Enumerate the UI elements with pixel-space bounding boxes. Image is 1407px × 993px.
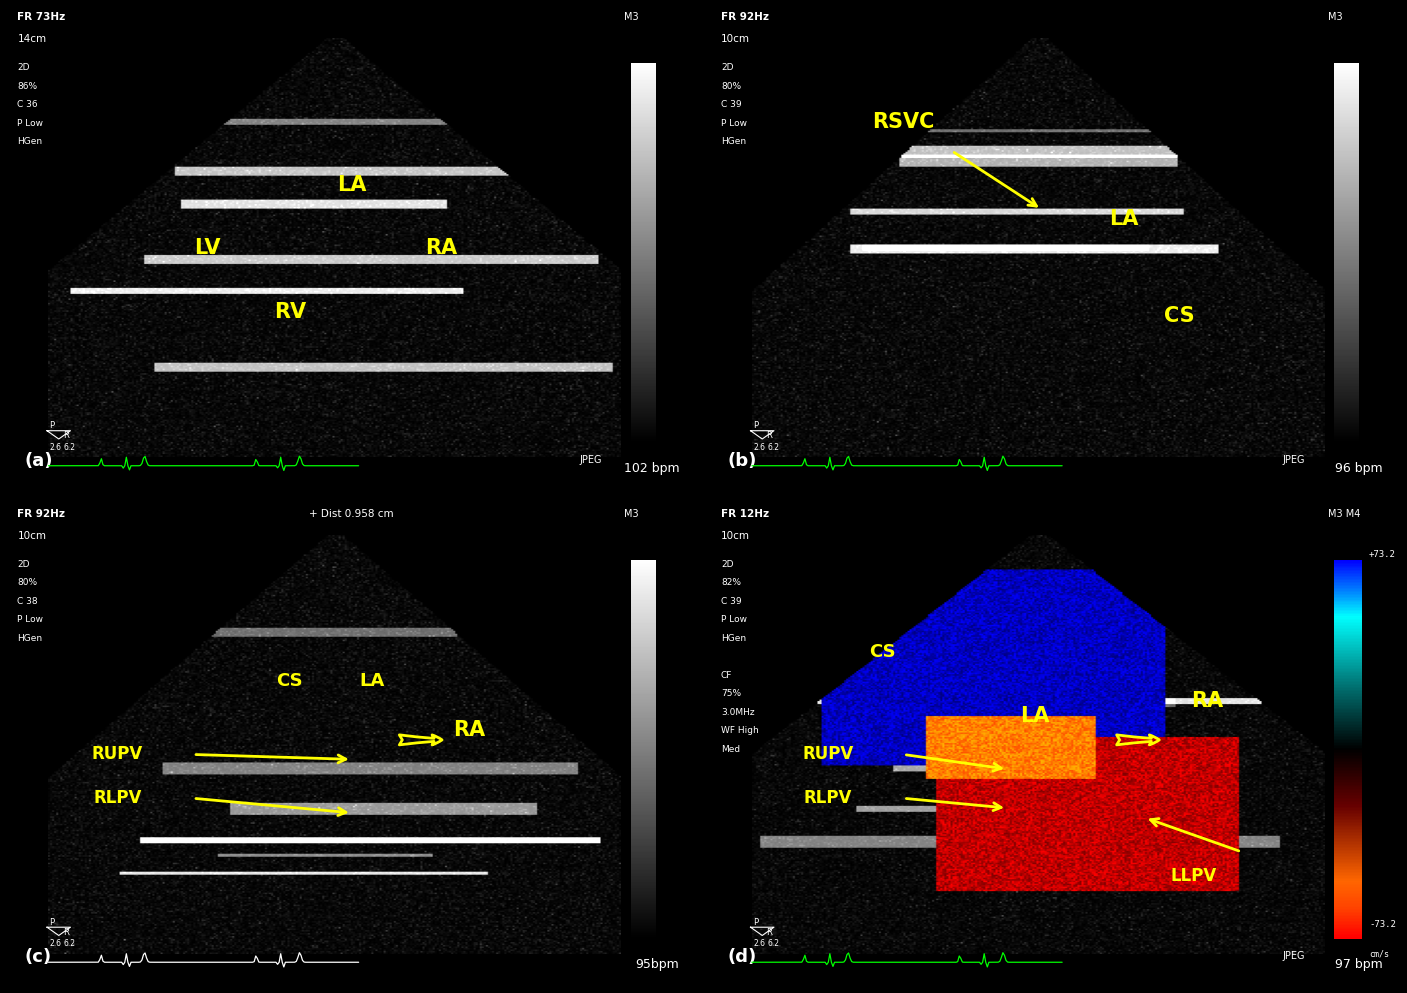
Text: HGen: HGen (720, 137, 746, 146)
Text: LA: LA (338, 175, 366, 195)
Text: M3: M3 (1328, 12, 1342, 22)
Text: 95bpm: 95bpm (636, 958, 680, 971)
Text: FR 73Hz: FR 73Hz (17, 12, 66, 22)
Text: 80%: 80% (17, 578, 38, 587)
Text: -73.2: -73.2 (1369, 920, 1396, 928)
Text: M3: M3 (625, 12, 639, 22)
Text: 2D: 2D (17, 64, 30, 72)
Text: 80%: 80% (720, 81, 741, 90)
Text: (b): (b) (727, 452, 757, 470)
Text: M3 M4: M3 M4 (1328, 508, 1361, 518)
Text: RUPV: RUPV (802, 746, 854, 764)
Text: RLPV: RLPV (803, 789, 851, 807)
Text: C 38: C 38 (17, 597, 38, 606)
Text: HGen: HGen (17, 634, 42, 642)
Text: C 39: C 39 (720, 100, 741, 109)
Text: 86%: 86% (17, 81, 38, 90)
Text: 2.6: 2.6 (49, 443, 62, 452)
Text: (a): (a) (24, 452, 53, 470)
Text: FR 92Hz: FR 92Hz (720, 12, 768, 22)
Text: 102 bpm: 102 bpm (623, 462, 680, 475)
Text: CS: CS (1164, 307, 1195, 327)
Text: WF High: WF High (720, 726, 758, 735)
Text: RV: RV (273, 302, 305, 322)
Text: LV: LV (194, 238, 221, 258)
Text: 2D: 2D (720, 560, 733, 569)
Text: P: P (49, 918, 55, 926)
Text: P: P (49, 421, 55, 430)
Text: 10cm: 10cm (720, 530, 750, 540)
Text: 75%: 75% (720, 689, 741, 698)
Text: LA: LA (360, 672, 386, 690)
Text: CS: CS (276, 672, 303, 690)
Text: 2.6: 2.6 (49, 939, 62, 948)
Text: P Low: P Low (720, 119, 747, 128)
Text: JPEG: JPEG (1283, 455, 1306, 465)
Text: R: R (767, 431, 772, 440)
Text: P Low: P Low (17, 616, 44, 625)
Text: 3.0MHz: 3.0MHz (720, 708, 754, 717)
Text: CF: CF (720, 671, 732, 680)
Text: P Low: P Low (17, 119, 44, 128)
Text: R: R (63, 431, 69, 440)
Text: LA: LA (1110, 210, 1138, 229)
Text: 6.2: 6.2 (63, 939, 76, 948)
Text: JPEG: JPEG (580, 455, 602, 465)
Text: C 39: C 39 (720, 597, 741, 606)
Text: P: P (753, 918, 758, 926)
Text: 96 bpm: 96 bpm (1335, 462, 1383, 475)
Text: R: R (63, 927, 69, 936)
Text: 14cm: 14cm (17, 34, 46, 44)
Text: C 36: C 36 (17, 100, 38, 109)
Text: RUPV: RUPV (91, 746, 144, 764)
Text: + Dist 0.958 cm: + Dist 0.958 cm (310, 508, 394, 518)
Text: (d): (d) (727, 948, 757, 966)
Text: 2D: 2D (17, 560, 30, 569)
Text: JPEG: JPEG (1283, 951, 1306, 961)
Text: RA: RA (1190, 691, 1223, 711)
Text: RA: RA (453, 720, 485, 740)
Text: RLPV: RLPV (93, 789, 142, 807)
Text: 10cm: 10cm (720, 34, 750, 44)
Text: P: P (753, 421, 758, 430)
Text: 2D: 2D (720, 64, 733, 72)
Text: 82%: 82% (720, 578, 741, 587)
Text: CS: CS (870, 643, 896, 661)
Text: HGen: HGen (17, 137, 42, 146)
Text: 6.2: 6.2 (63, 443, 76, 452)
Text: M3: M3 (625, 508, 639, 518)
Text: Med: Med (720, 745, 740, 754)
Text: cm/s: cm/s (1369, 949, 1389, 958)
Text: RSVC: RSVC (872, 112, 934, 132)
Text: 6.2: 6.2 (767, 939, 779, 948)
Text: HGen: HGen (720, 634, 746, 642)
Text: 2.6: 2.6 (753, 939, 765, 948)
Text: (c): (c) (24, 948, 52, 966)
Text: LA: LA (1020, 706, 1050, 726)
Text: P Low: P Low (720, 616, 747, 625)
Text: +73.2: +73.2 (1369, 550, 1396, 559)
Text: 6.2: 6.2 (767, 443, 779, 452)
Text: 10cm: 10cm (17, 530, 46, 540)
Text: 2.6: 2.6 (753, 443, 765, 452)
Text: 97 bpm: 97 bpm (1335, 958, 1383, 971)
Text: FR 12Hz: FR 12Hz (720, 508, 770, 518)
Text: R: R (767, 927, 772, 936)
Text: FR 92Hz: FR 92Hz (17, 508, 65, 518)
Text: RA: RA (425, 238, 457, 258)
Text: LLPV: LLPV (1171, 867, 1216, 885)
